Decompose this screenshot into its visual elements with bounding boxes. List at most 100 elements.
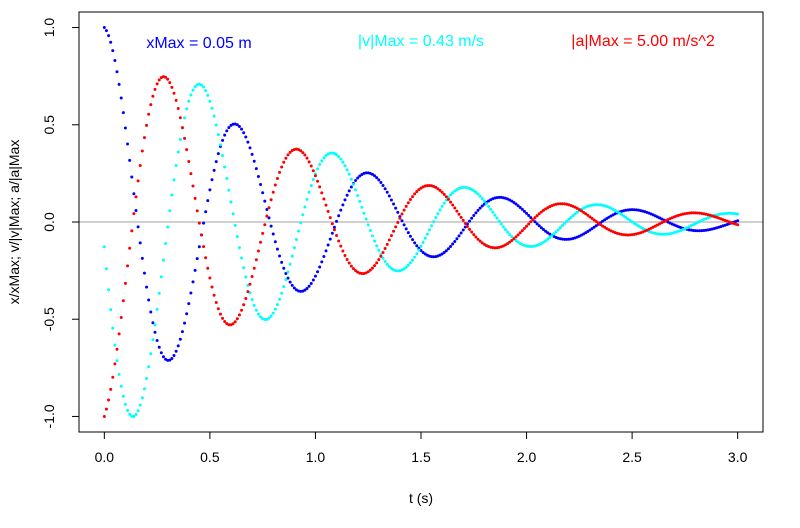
data-point-v	[123, 402, 127, 406]
data-point-v	[548, 236, 552, 240]
data-point-v	[166, 225, 170, 229]
data-point-a	[218, 312, 222, 316]
data-point-x	[537, 224, 541, 228]
data-point-v	[360, 205, 364, 209]
data-point-a	[326, 209, 330, 213]
data-point-x	[387, 194, 391, 198]
data-point-a	[375, 261, 379, 265]
data-point-v	[318, 163, 322, 167]
data-point-v	[499, 222, 503, 226]
data-point-x	[590, 227, 594, 231]
data-point-a	[478, 239, 482, 243]
data-point-a	[134, 195, 138, 199]
data-point-a	[117, 332, 121, 336]
data-point-v	[161, 258, 165, 262]
data-point-x	[527, 214, 531, 217]
data-point-v	[484, 202, 488, 206]
x-tick-label: 1.5	[411, 449, 431, 465]
data-point-x	[246, 140, 250, 144]
x-tick-label: 0.5	[200, 449, 220, 465]
data-point-x	[518, 205, 522, 209]
data-point-a	[480, 241, 484, 245]
data-point-v	[554, 230, 558, 234]
data-point-v	[558, 226, 562, 230]
data-point-x	[476, 208, 480, 212]
data-point-x	[328, 237, 332, 241]
data-point-x	[630, 208, 634, 212]
data-point-a	[493, 246, 497, 250]
data-point-v	[282, 285, 286, 289]
data-point-v	[430, 224, 434, 228]
data-point-a	[411, 195, 415, 199]
data-point-v	[208, 99, 212, 103]
data-point-a	[244, 297, 248, 301]
data-point-v	[626, 217, 630, 221]
data-point-x	[379, 181, 383, 185]
data-point-x	[244, 135, 248, 139]
data-point-x	[696, 229, 700, 233]
data-point-x	[341, 203, 345, 207]
data-point-a	[273, 183, 277, 187]
data-point-a	[598, 223, 602, 227]
data-point-a	[299, 149, 303, 153]
x-axis: 0.0 0.5 1.0 1.5 2.0 2.5 3.0	[95, 432, 748, 465]
data-point-x	[446, 247, 450, 251]
data-point-a	[250, 274, 254, 278]
data-point-v	[514, 239, 518, 243]
data-point-v	[381, 256, 385, 260]
data-point-x	[278, 254, 282, 258]
data-point-x	[119, 96, 123, 100]
data-point-v	[309, 184, 313, 188]
data-point-x	[480, 204, 484, 208]
data-point-a	[280, 165, 284, 169]
data-point-x	[204, 210, 208, 214]
data-point-x	[237, 125, 241, 129]
data-point-v	[727, 211, 731, 215]
data-point-x	[227, 126, 231, 130]
data-point-a	[387, 238, 391, 242]
data-point-v	[335, 153, 339, 157]
data-point-v	[189, 93, 193, 97]
data-point-x	[161, 355, 165, 359]
data-point-a	[107, 398, 111, 402]
data-point-a	[195, 209, 199, 213]
data-point-x	[411, 238, 415, 242]
data-point-a	[590, 216, 594, 220]
data-point-x	[522, 209, 526, 213]
data-point-a	[311, 169, 315, 173]
data-point-a	[533, 216, 537, 220]
data-point-a	[392, 229, 396, 233]
data-point-a	[406, 201, 410, 205]
data-point-v	[482, 199, 486, 203]
data-point-v	[366, 223, 370, 227]
data-point-a	[111, 375, 115, 379]
data-point-x	[288, 280, 292, 284]
data-point-v	[311, 177, 315, 181]
data-point-a	[453, 206, 457, 210]
data-point-x	[326, 243, 330, 247]
data-point-v	[212, 114, 216, 118]
data-point-a	[468, 227, 472, 231]
data-point-x	[470, 216, 474, 220]
data-point-v	[107, 288, 111, 292]
data-point-v	[385, 262, 389, 266]
data-point-v	[223, 165, 227, 169]
data-point-v	[560, 224, 564, 228]
data-point-x	[309, 281, 313, 285]
data-point-x	[261, 191, 265, 195]
data-point-a	[373, 264, 377, 268]
data-point-a	[472, 233, 476, 237]
data-point-a	[402, 208, 406, 212]
y-tick-label: -0.5	[41, 307, 57, 331]
data-point-x	[210, 178, 214, 182]
data-point-a	[465, 224, 469, 228]
data-point-a	[459, 215, 463, 219]
data-point-v	[620, 213, 624, 216]
data-point-a	[248, 282, 252, 286]
data-point-a	[223, 320, 227, 324]
data-point-v	[147, 365, 151, 369]
data-point-x	[145, 285, 149, 289]
data-point-v	[417, 248, 421, 252]
data-point-v	[136, 409, 140, 413]
y-tick-label: 0.5	[41, 115, 57, 135]
